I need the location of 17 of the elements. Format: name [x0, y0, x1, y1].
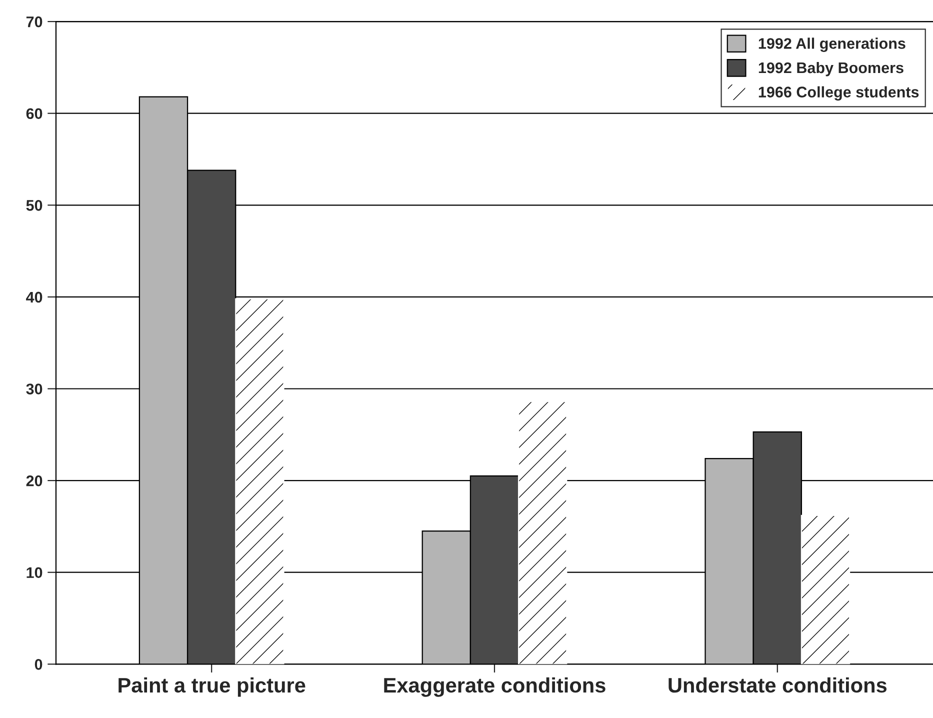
y-tick-label: 30: [26, 384, 42, 394]
y-tick-label: 60: [26, 108, 42, 120]
y-tick-label: 10: [26, 567, 42, 578]
bar: [800, 514, 850, 664]
y-tick-label: 50: [26, 200, 42, 211]
y-tick-label: 70: [26, 16, 42, 28]
legend-label: 1992 All generations: [758, 38, 906, 52]
bar: [235, 298, 284, 664]
legend-label: 1992 Baby Boomers: [758, 62, 904, 76]
y-tick-label: 40: [26, 292, 42, 303]
legend-label: 1966 College students: [758, 86, 919, 101]
y-tick-label: 20: [26, 475, 42, 486]
x-tick-label: Exaggerate conditions: [384, 677, 606, 697]
x-tick-label: Paint a true picture: [118, 677, 306, 697]
x-tick-label: Understate conditions: [668, 677, 887, 693]
bar: [518, 401, 568, 664]
y-tick-label: 0: [34, 659, 42, 670]
